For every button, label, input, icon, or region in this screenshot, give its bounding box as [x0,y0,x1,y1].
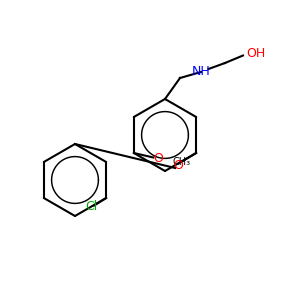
Text: OH: OH [246,47,265,61]
Text: CH₃: CH₃ [173,157,191,167]
Text: O: O [153,152,163,166]
Text: NH: NH [192,65,210,79]
Text: Cl: Cl [85,200,97,214]
Text: O: O [173,158,183,172]
